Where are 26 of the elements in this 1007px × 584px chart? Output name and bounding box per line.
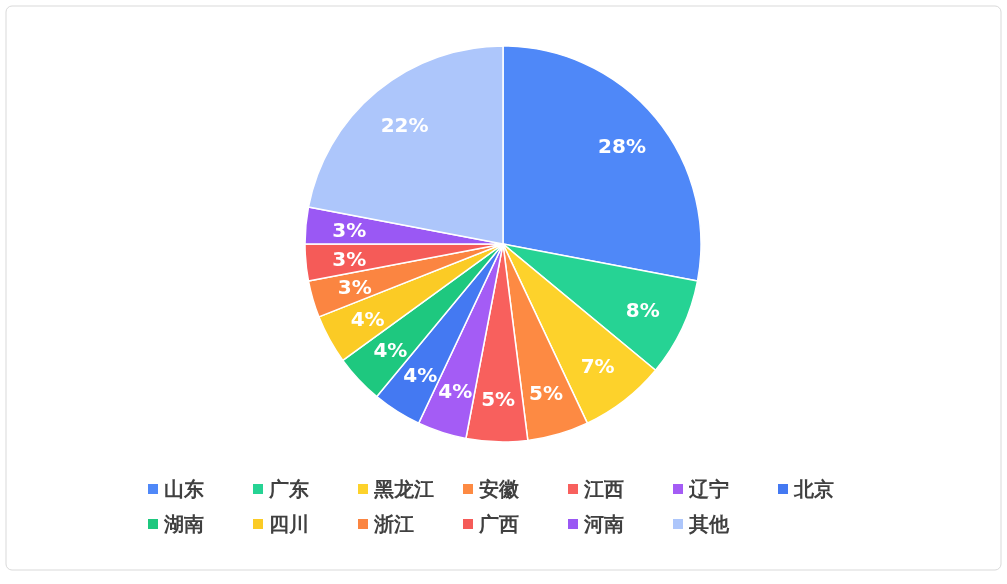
legend-label: 湖南	[163, 512, 204, 537]
data-label: 5%	[529, 380, 564, 405]
legend-label: 辽宁	[688, 477, 729, 502]
data-label: 4%	[350, 306, 385, 331]
data-label: 4%	[373, 337, 408, 362]
legend-label: 浙江	[373, 512, 414, 537]
data-label: 3%	[337, 275, 372, 300]
legend-label: 安徽	[479, 477, 520, 502]
legend-label: 河南	[583, 512, 624, 537]
legend-label: 广东	[268, 477, 309, 502]
legend-label: 其他	[688, 512, 730, 537]
legend-label: 黑龙江	[373, 477, 434, 502]
data-label: 3%	[332, 246, 367, 271]
data-label: 8%	[625, 297, 660, 322]
legend-label: 江西	[583, 477, 624, 502]
data-label: 28%	[598, 133, 646, 158]
data-label: 3%	[332, 217, 367, 242]
legend-label: 广西	[478, 512, 519, 537]
data-label: 5%	[481, 386, 516, 411]
legend-label: 山东	[164, 477, 204, 502]
legend-label: 北京	[793, 477, 834, 502]
data-label: 4%	[438, 379, 473, 404]
data-label: 4%	[403, 362, 438, 387]
legend-label: 四川	[269, 512, 309, 537]
data-label: 7%	[580, 354, 615, 379]
data-label: 22%	[380, 113, 429, 138]
